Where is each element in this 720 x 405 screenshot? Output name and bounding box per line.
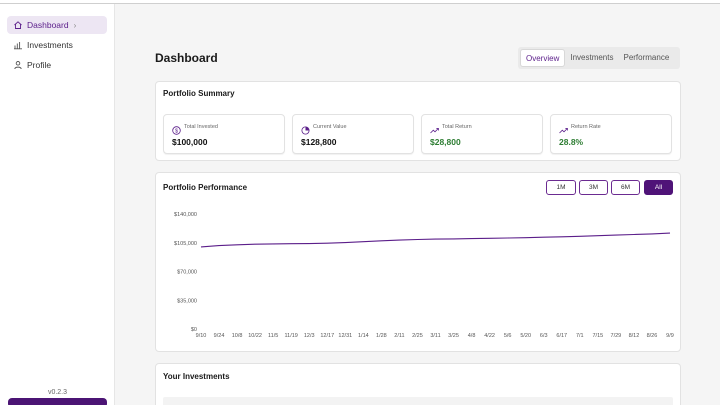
stat-value: $128,800 <box>301 137 337 147</box>
x-tick-label: 12/3 <box>304 333 315 339</box>
y-tick-label: $35,000 <box>177 298 197 304</box>
x-tick-label: 2/25 <box>412 333 423 339</box>
x-tick-label: 5/20 <box>520 333 531 339</box>
tab-performance[interactable]: Performance <box>623 53 670 62</box>
stat-label: Total Invested <box>184 124 218 130</box>
stat-value: $100,000 <box>172 137 208 147</box>
pie-chart-icon <box>301 122 310 135</box>
bar-chart-icon <box>13 40 23 50</box>
x-tick-label: 12/17 <box>320 333 334 339</box>
x-tick-label: 4/8 <box>468 333 476 339</box>
x-tick-label: 6/17 <box>556 333 567 339</box>
x-tick-label: 3/25 <box>448 333 459 339</box>
browser-top-edge <box>0 0 720 4</box>
y-tick-label: $105,000 <box>174 241 197 247</box>
sidebar-action-button[interactable] <box>8 398 107 405</box>
x-tick-label: 11/5 <box>268 333 278 339</box>
trend-up-icon <box>430 122 439 134</box>
stat-value: $28,800 <box>430 137 461 147</box>
y-tick-label: $70,000 <box>177 270 197 276</box>
stat-label: Return Rate <box>571 124 601 130</box>
sidebar-item-label: Investments <box>27 40 73 50</box>
x-tick-label: 9/9 <box>666 333 674 339</box>
stat-card-total-invested: $ Total Invested $100,000 <box>163 114 285 154</box>
x-tick-label: 8/12 <box>629 333 640 339</box>
x-tick-label: 8/26 <box>647 333 658 339</box>
portfolio-value-line <box>200 232 671 248</box>
app-version: v0.2.3 <box>47 389 68 396</box>
x-tick-label: 1/14 <box>358 333 369 339</box>
stat-label: Total Return <box>442 124 472 130</box>
investments-table-header <box>163 397 673 405</box>
x-tick-label: 1/28 <box>376 333 387 339</box>
range-button-all[interactable]: All <box>644 180 673 195</box>
stat-card-current-value: Current Value $128,800 <box>292 114 414 154</box>
x-tick-label: 11/19 <box>285 333 298 339</box>
range-button-1m[interactable]: 1M <box>546 180 576 195</box>
portfolio-performance-title: Portfolio Performance <box>163 183 248 192</box>
sidebar-item-profile[interactable]: Profile <box>7 56 107 74</box>
sidebar: Dashboard › Investments Profile v0.2.3 <box>0 4 115 405</box>
range-button-3m[interactable]: 3M <box>579 180 608 195</box>
stat-card-total-return: Total Return $28,800 <box>421 114 543 154</box>
performance-line-chart: $0 $35,000 $70,000 $105,000 $140,000 9/10 9/24… <box>174 212 674 339</box>
stat-value: 28.8% <box>559 137 584 147</box>
sidebar-item-label: Profile <box>27 60 52 70</box>
view-tabs: Overview Investments Performance <box>518 47 680 69</box>
sidebar-item-dashboard[interactable]: Dashboard › <box>7 16 107 34</box>
range-button-6m[interactable]: 6M <box>611 180 640 195</box>
x-tick-label: 7/1 <box>576 333 584 339</box>
sidebar-item-investments[interactable]: Investments <box>7 36 107 54</box>
stat-card-return-rate: Return Rate 28.8% <box>550 114 672 154</box>
user-icon <box>13 60 23 70</box>
page-title: Dashboard <box>155 51 218 65</box>
trend-up-icon <box>559 122 568 134</box>
x-tick-label: 6/3 <box>540 333 548 339</box>
svg-text:$: $ <box>175 129 178 135</box>
y-tick-label: $140,000 <box>174 212 197 218</box>
x-tick-label: 10/22 <box>248 333 262 339</box>
x-tick-label: 3/11 <box>430 333 440 339</box>
your-investments-title: Your Investments <box>163 372 230 381</box>
x-tick-label: 7/15 <box>592 333 603 339</box>
x-tick-label: 5/6 <box>504 333 512 339</box>
portfolio-summary-title: Portfolio Summary <box>163 89 235 98</box>
x-tick-label: 9/24 <box>214 333 225 339</box>
x-tick-label: 10/8 <box>232 333 243 339</box>
y-tick-label: $0 <box>191 327 197 333</box>
x-tick-label: 4/22 <box>484 333 495 339</box>
x-tick-label: 12/31 <box>338 333 352 339</box>
stat-label: Current Value <box>313 124 347 130</box>
tab-overview[interactable]: Overview <box>520 49 566 67</box>
tab-investments[interactable]: Investments <box>570 53 614 62</box>
home-icon <box>13 20 23 30</box>
sidebar-item-label: Dashboard <box>27 20 69 30</box>
dollar-circle-icon: $ <box>172 122 181 135</box>
x-tick-label: 7/29 <box>611 333 622 339</box>
chevron-right-icon: › <box>73 20 77 30</box>
x-tick-label: 2/11 <box>394 333 404 339</box>
x-tick-label: 9/10 <box>196 333 207 339</box>
portfolio-performance-card <box>155 172 681 352</box>
